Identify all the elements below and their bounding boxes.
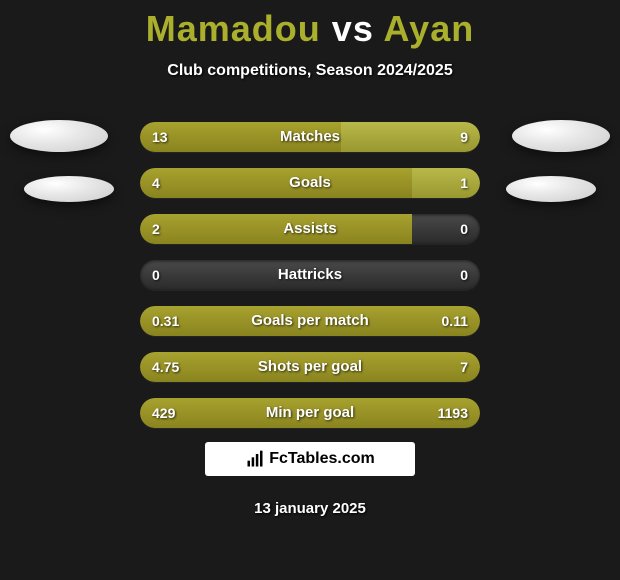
comparison-title: Mamadou vs Ayan: [0, 0, 620, 50]
footer-date: 13 january 2025: [0, 500, 620, 517]
subtitle: Club competitions, Season 2024/2025: [0, 62, 620, 80]
stat-row: Assists2 0: [140, 214, 480, 244]
stat-label: Hattricks: [140, 260, 480, 290]
team-shape-left-2: [24, 176, 114, 202]
stat-label: Goals: [140, 168, 480, 198]
stat-row: Goals4 1: [140, 168, 480, 198]
stat-row: Min per goal429 1193: [140, 398, 480, 428]
stat-value-right: 1: [460, 168, 468, 198]
team-shape-right-1: [512, 120, 610, 152]
stat-row: Goals per match0.31 0.11: [140, 306, 480, 336]
stat-label: Matches: [140, 122, 480, 152]
stat-label: Assists: [140, 214, 480, 244]
stat-value-right: 0: [460, 260, 468, 290]
player1-name: Mamadou: [146, 8, 321, 49]
stat-value-right: 1193: [438, 398, 468, 428]
stat-value-right: 0.11: [442, 306, 468, 336]
team-shape-left-1: [10, 120, 108, 152]
brand-badge[interactable]: FcTables.com: [205, 442, 415, 476]
brand-text: FcTables.com: [269, 450, 375, 468]
stat-value-right: 7: [460, 352, 468, 382]
stat-value-left: 13: [152, 122, 168, 152]
team-shape-right-2: [506, 176, 596, 202]
stat-value-left: 0: [152, 260, 160, 290]
vs-text: vs: [332, 8, 374, 49]
chart-icon: [245, 449, 265, 469]
stat-value-right: 9: [460, 122, 468, 152]
stat-row: Matches13 9: [140, 122, 480, 152]
stat-value-left: 0.31: [152, 306, 179, 336]
stat-value-left: 2: [152, 214, 160, 244]
stat-label: Min per goal: [140, 398, 480, 428]
stat-label: Shots per goal: [140, 352, 480, 382]
stat-value-left: 429: [152, 398, 175, 428]
stat-value-right: 0: [460, 214, 468, 244]
stat-row: Shots per goal4.75 7: [140, 352, 480, 382]
stat-value-left: 4.75: [152, 352, 179, 382]
stat-value-left: 4: [152, 168, 160, 198]
stats-container: Matches139Goals41Assists20Hattricks00Goa…: [140, 122, 480, 444]
stat-row: Hattricks0 0: [140, 260, 480, 290]
stat-label: Goals per match: [140, 306, 480, 336]
player2-name: Ayan: [384, 8, 475, 49]
